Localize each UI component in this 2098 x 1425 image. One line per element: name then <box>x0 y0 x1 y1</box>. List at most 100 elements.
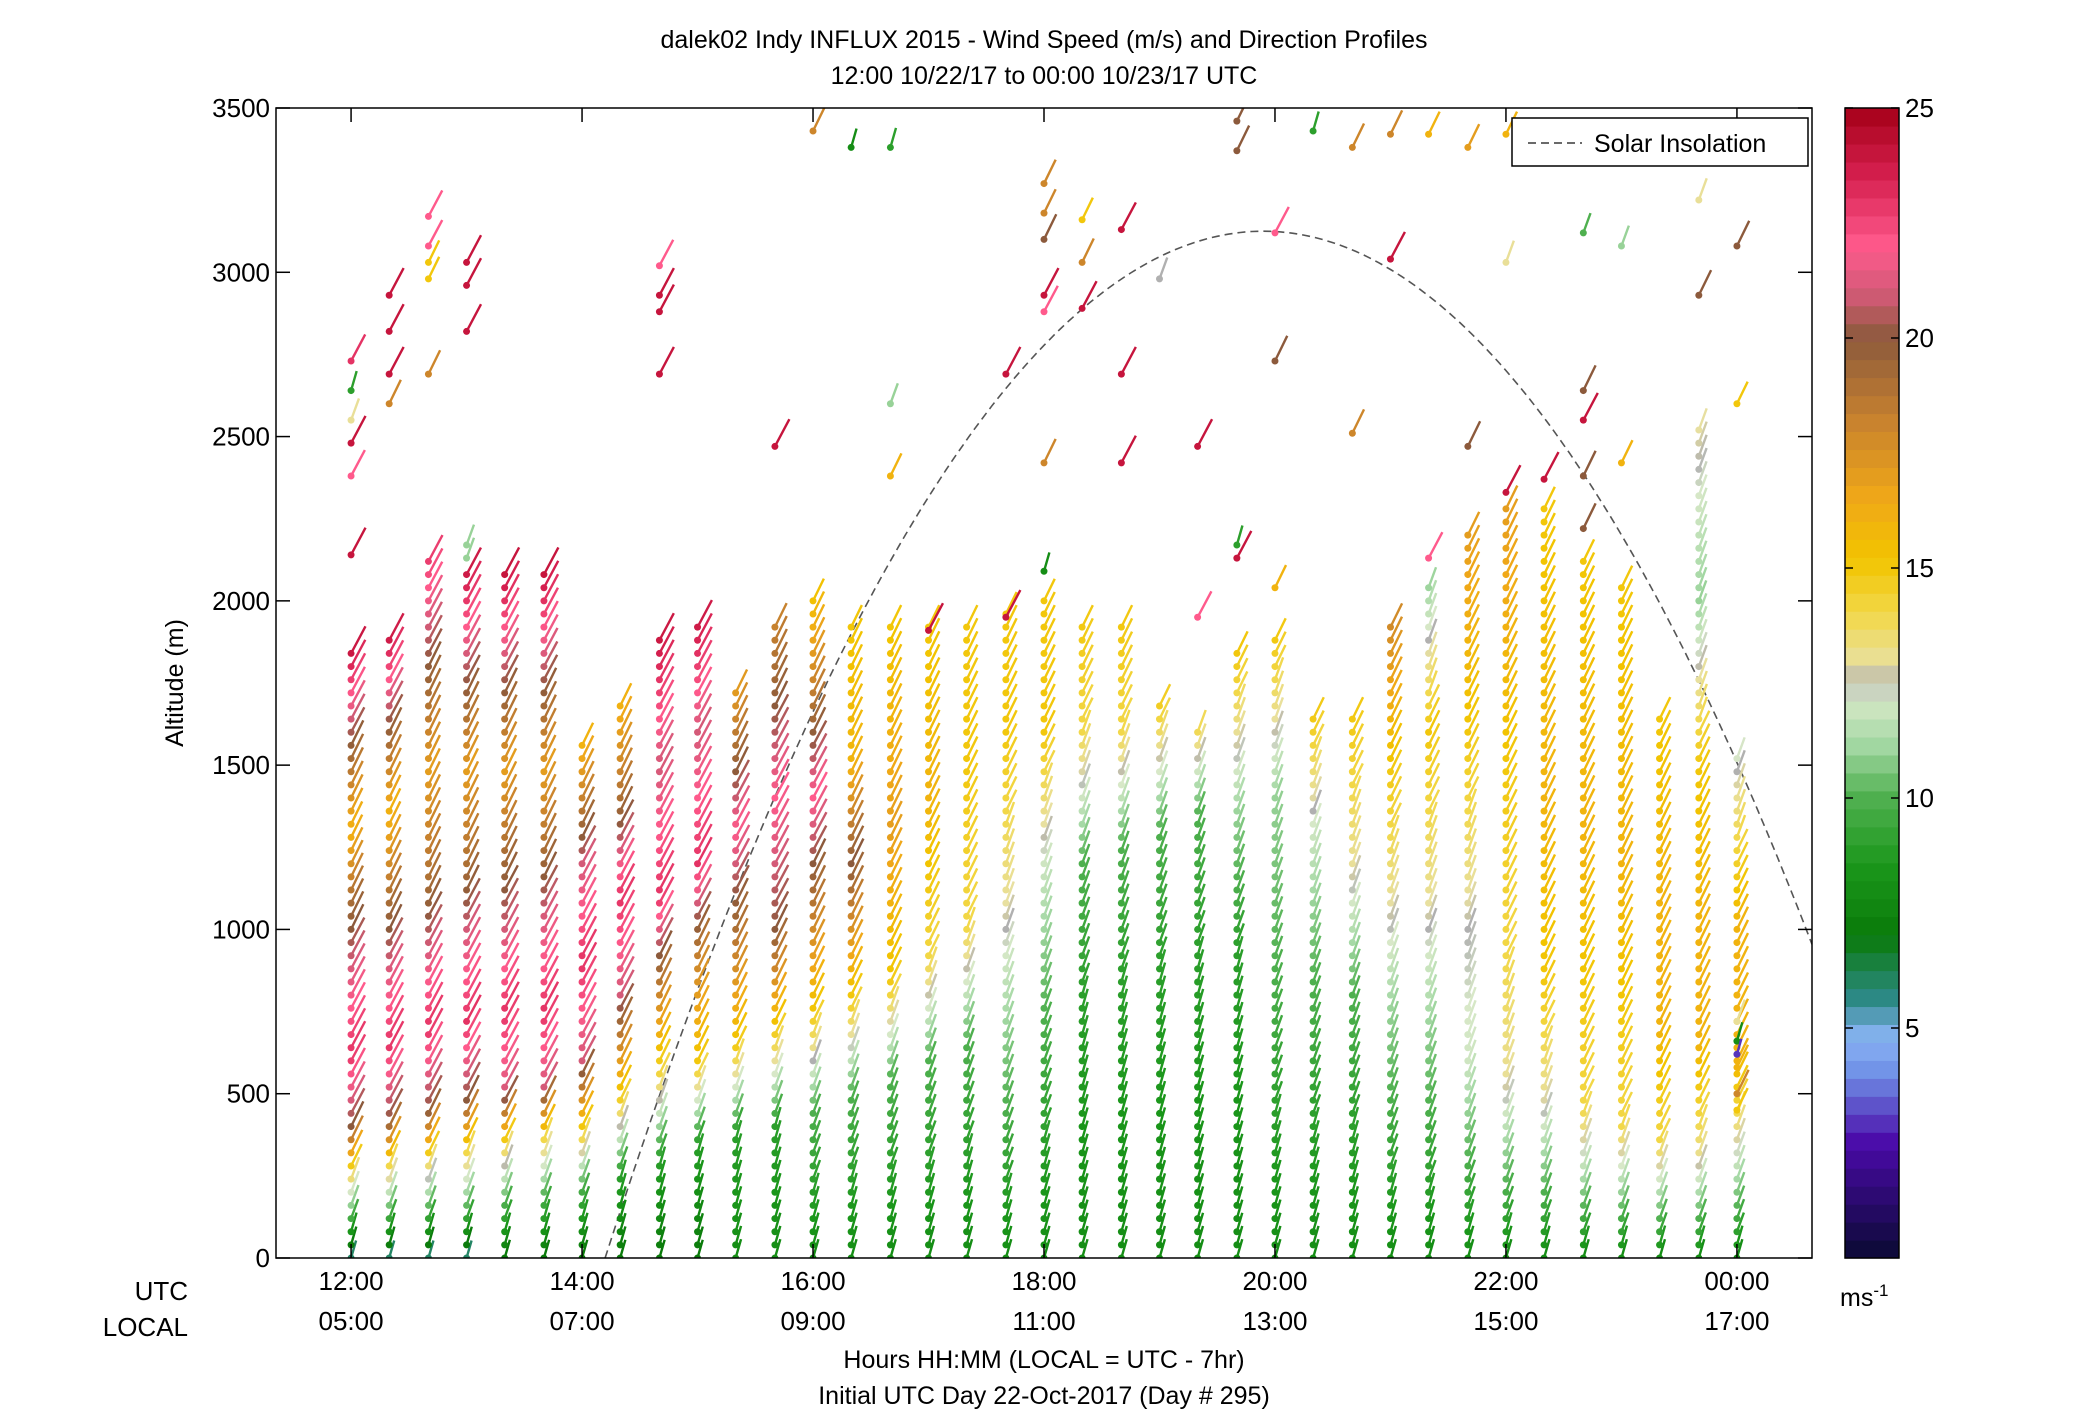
wind-point <box>771 794 779 802</box>
wind-barb <box>889 893 903 917</box>
wind-point <box>1309 939 1317 947</box>
wind-point <box>385 1083 393 1091</box>
wind-point <box>1078 807 1086 815</box>
wind-point <box>1502 952 1510 960</box>
wind-point <box>1194 860 1202 868</box>
wind-barb <box>542 1103 556 1128</box>
wind-point <box>771 1201 779 1209</box>
wind-barb <box>1120 683 1133 707</box>
wind-barb <box>927 656 941 681</box>
wind-point <box>1117 1070 1125 1078</box>
wind-barb <box>465 955 482 983</box>
wind-barb <box>1697 827 1711 852</box>
wind-barb <box>811 811 828 838</box>
wind-barb <box>1427 947 1438 970</box>
wind-point <box>1464 978 1472 986</box>
wind-point <box>463 1201 471 1209</box>
wind-barb <box>1311 935 1322 957</box>
upper-wind-point <box>463 541 471 549</box>
upper-wind-barb <box>773 418 791 447</box>
wind-point <box>1502 610 1510 618</box>
wind-point <box>1540 584 1548 592</box>
wind-point <box>732 952 740 960</box>
wind-barb <box>1004 789 1018 812</box>
wind-point <box>347 807 355 815</box>
upper-wind-point <box>1579 416 1587 424</box>
wind-barb <box>1389 642 1403 668</box>
wind-barb <box>1697 1011 1711 1036</box>
upper-wind-barb <box>1081 237 1095 263</box>
wind-barb <box>658 1024 672 1049</box>
wind-barb <box>734 694 749 720</box>
wind-point <box>1271 1188 1279 1196</box>
wind-point <box>1656 1241 1664 1249</box>
wind-barb <box>1466 907 1477 930</box>
wind-point <box>1040 768 1048 776</box>
wind-point <box>732 899 740 907</box>
wind-barb <box>427 838 442 865</box>
upper-wind-point <box>347 439 355 447</box>
wind-barb <box>1542 748 1557 773</box>
wind-barb <box>580 1021 597 1049</box>
wind-point <box>1309 847 1317 855</box>
wind-barb <box>927 604 941 628</box>
wind-point <box>424 610 432 618</box>
upper-wind-barb <box>1351 122 1366 148</box>
wind-barb <box>1235 816 1246 838</box>
colorbar-unit-text: ms <box>1840 1284 1873 1312</box>
wind-barb <box>734 1093 745 1114</box>
wind-barb <box>773 1052 784 1075</box>
wind-point <box>1733 847 1741 855</box>
wind-point <box>694 873 702 881</box>
wind-point <box>1271 847 1279 855</box>
wind-barb <box>1042 908 1053 930</box>
wind-barb <box>696 863 713 891</box>
wind-barb <box>811 629 826 654</box>
wind-point <box>1579 636 1587 644</box>
wind-point <box>771 636 779 644</box>
wind-point <box>1309 1188 1317 1196</box>
wind-point <box>1425 676 1433 684</box>
wind-barb <box>734 797 751 825</box>
wind-barb <box>1582 591 1596 615</box>
wind-barb <box>580 811 596 838</box>
wind-barb <box>427 574 444 602</box>
upper-wind-barb <box>1735 1087 1749 1111</box>
wind-point <box>963 741 971 749</box>
wind-point <box>501 663 509 671</box>
wind-point <box>1117 702 1125 710</box>
wind-point <box>1233 715 1241 723</box>
wind-point <box>1386 978 1394 986</box>
wind-barb <box>1620 761 1634 786</box>
wind-point <box>1271 715 1279 723</box>
y-axis-label: Altitude (m) <box>161 619 189 747</box>
wind-point <box>1194 1123 1202 1131</box>
wind-barb <box>811 1025 823 1049</box>
wind-point <box>1078 965 1086 973</box>
wind-barb <box>1504 577 1519 602</box>
wind-point <box>501 912 509 920</box>
wind-barb <box>503 600 520 628</box>
wind-point <box>1194 1188 1202 1196</box>
wind-point <box>1117 873 1125 881</box>
wind-barb <box>1658 919 1672 944</box>
wind-point <box>963 886 971 894</box>
wind-point <box>424 847 432 855</box>
upper-wind-point <box>655 291 663 299</box>
legend-label: Solar Insolation <box>1594 130 1766 158</box>
wind-barb <box>773 864 790 891</box>
upper-wind-barb <box>388 379 402 405</box>
wind-barb <box>811 958 826 983</box>
wind-point <box>1425 1057 1433 1065</box>
wind-point <box>540 1017 548 1025</box>
wind-point <box>463 663 471 671</box>
wind-point <box>385 1188 393 1196</box>
wind-point <box>501 1044 509 1052</box>
wind-point <box>1309 1070 1317 1078</box>
wind-point <box>1155 1109 1163 1117</box>
wind-point <box>694 1136 702 1144</box>
wind-barb <box>1004 749 1018 773</box>
wind-point <box>771 1031 779 1039</box>
wind-barb <box>696 1078 707 1101</box>
wind-barb <box>1620 853 1634 878</box>
